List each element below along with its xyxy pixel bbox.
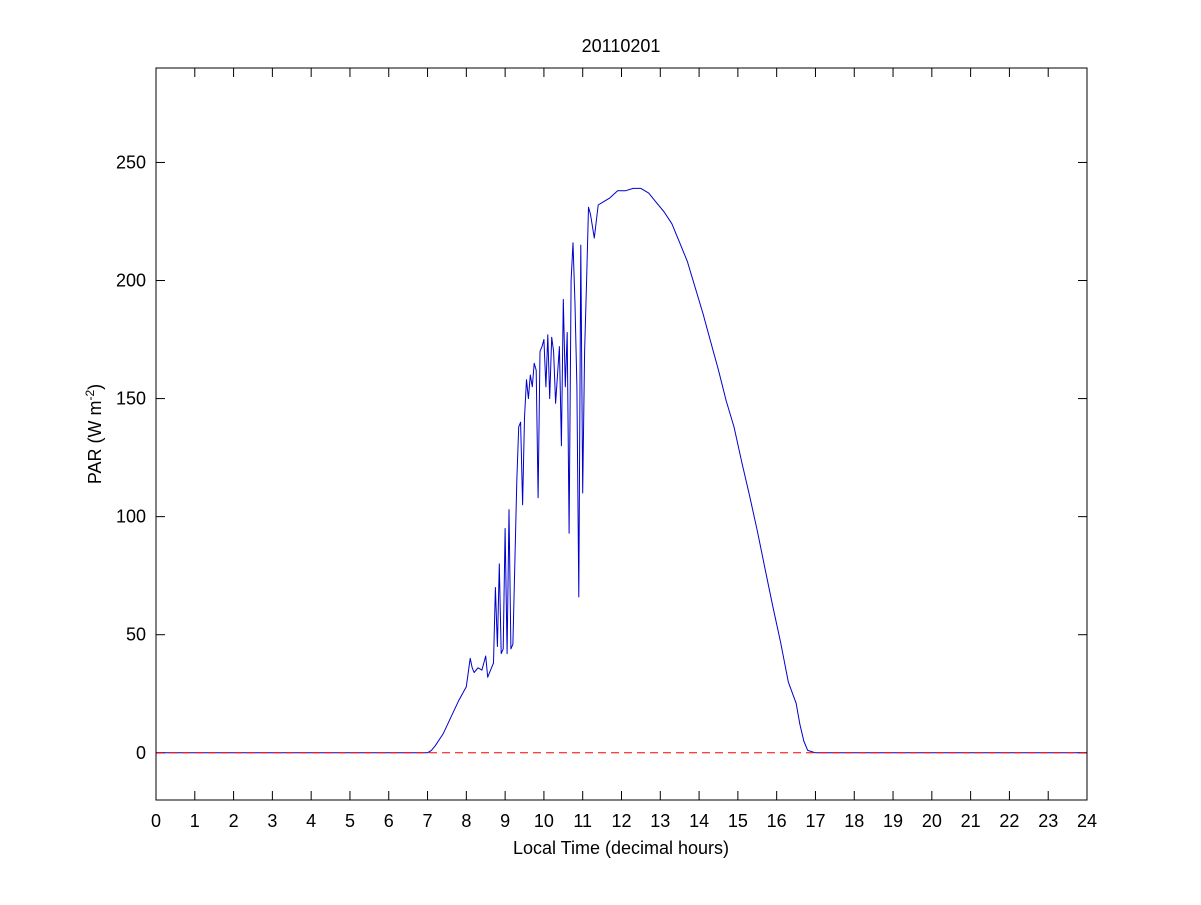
x-tick-label: 10 xyxy=(534,811,554,831)
par-series-line xyxy=(156,187,1087,754)
axis-tick-labels: 0 1 2 3 4 5 6 7 8 9 10 11 12 13 14 15 16 17 18 19 20 21 22 23 24… xyxy=(116,152,1097,831)
x-tick-label: 24 xyxy=(1077,811,1097,831)
x-tick-label: 3 xyxy=(267,811,277,831)
x-tick-label: 20 xyxy=(922,811,942,831)
y-tick-label: 100 xyxy=(116,507,146,527)
plot-background xyxy=(156,68,1087,800)
x-tick-label: 12 xyxy=(611,811,631,831)
axis-ticks xyxy=(155,68,1088,800)
y-axis-label-close: ) xyxy=(85,384,105,390)
y-axis-label: PAR (W m-2) xyxy=(83,384,105,484)
x-axis-label: Local Time (decimal hours) xyxy=(513,838,729,858)
y-tick-label: 0 xyxy=(136,743,146,763)
x-tick-label: 0 xyxy=(151,811,161,831)
y-axis-label-main: PAR (W m xyxy=(85,401,105,485)
series-layer xyxy=(156,187,1087,754)
x-tick-label: 5 xyxy=(345,811,355,831)
plot-frame xyxy=(155,67,1088,801)
x-tick-label: 16 xyxy=(767,811,787,831)
x-tick-label: 6 xyxy=(384,811,394,831)
x-tick-label: 1 xyxy=(190,811,200,831)
chart-title: 20110201 xyxy=(582,36,661,56)
x-tick-label: 4 xyxy=(306,811,316,831)
y-tick-label: 50 xyxy=(126,625,146,645)
y-tick-label: 150 xyxy=(116,389,146,409)
x-tick-label: 7 xyxy=(423,811,433,831)
x-tick-label: 22 xyxy=(999,811,1019,831)
y-axis-label-sup: -2 xyxy=(83,390,97,401)
x-tick-label: 2 xyxy=(229,811,239,831)
y-tick-label: 200 xyxy=(116,271,146,291)
x-tick-label: 21 xyxy=(961,811,981,831)
x-tick-label: 17 xyxy=(805,811,825,831)
x-tick-label: 23 xyxy=(1038,811,1058,831)
x-tick-label: 18 xyxy=(844,811,864,831)
x-tick-label: 19 xyxy=(883,811,903,831)
x-tick-label: 13 xyxy=(650,811,670,831)
y-tick-label: 250 xyxy=(116,152,146,172)
x-tick-label: 8 xyxy=(461,811,471,831)
x-tick-label: 9 xyxy=(500,811,510,831)
x-tick-label: 15 xyxy=(728,811,748,831)
x-tick-label: 11 xyxy=(573,811,592,831)
x-tick-label: 14 xyxy=(689,811,709,831)
